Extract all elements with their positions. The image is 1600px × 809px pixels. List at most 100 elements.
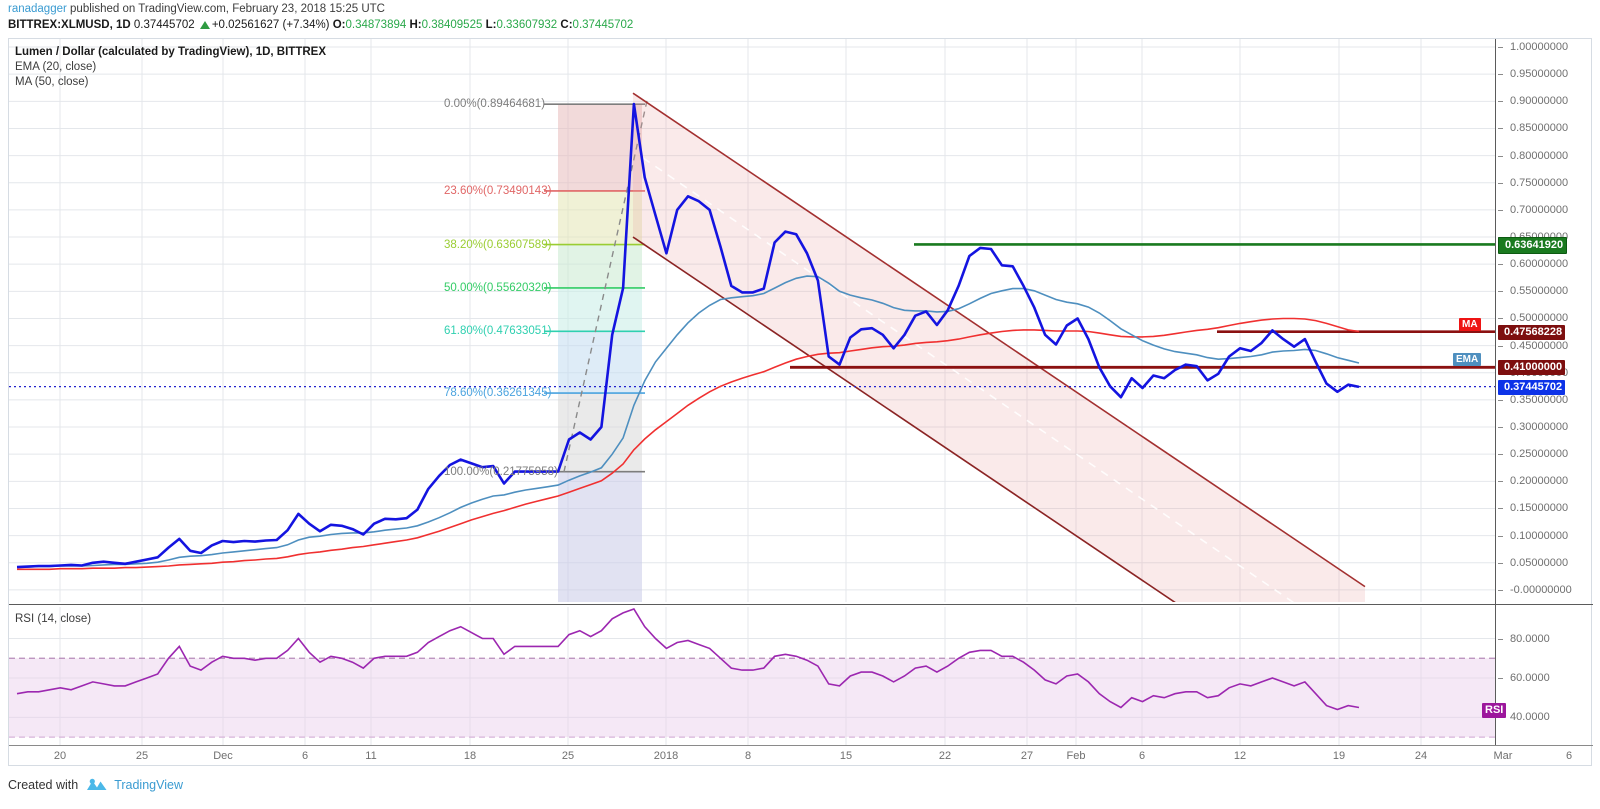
price-axis-label: 0.25000000 xyxy=(1510,448,1569,461)
rsi-plot[interactable] xyxy=(9,607,1495,745)
ma-chip: MA xyxy=(1459,317,1481,331)
rsi-axis-label: 60.0000 xyxy=(1510,671,1550,684)
time-axis-label: 6 xyxy=(1138,750,1146,762)
fib-level-label-23.6: 23.60%(0.73490143) xyxy=(444,184,552,197)
open-value: 0.34873894 xyxy=(345,19,407,31)
price-axis-tick xyxy=(1498,47,1503,49)
time-axis-label: 20 xyxy=(53,750,67,762)
price-axis-label: 0.55000000 xyxy=(1510,285,1569,298)
ma-tag[interactable]: 0.47568228 xyxy=(1498,324,1566,340)
price-axis-tick xyxy=(1498,427,1503,429)
time-axis-label: 19 xyxy=(1332,750,1346,762)
ema-chip: EMA xyxy=(1453,353,1482,367)
price-axis-label: 0.15000000 xyxy=(1510,502,1569,515)
fib-level-label-78.6: 78.60%(0.36261345) xyxy=(444,387,552,400)
symbol-label[interactable]: BITTREX:XLMUSD, 1D xyxy=(8,19,131,31)
price-axis-tick xyxy=(1498,454,1503,456)
price-axis-tick xyxy=(1498,209,1503,211)
price-axis-label: 0.20000000 xyxy=(1510,475,1569,488)
last-price-value: 0.37445702 xyxy=(133,19,195,31)
open-label: O: xyxy=(332,19,346,31)
created-with-label: Created with xyxy=(8,778,79,792)
price-axis-label: 0.05000000 xyxy=(1510,556,1569,569)
time-axis-label: 11 xyxy=(365,750,377,762)
rsi-axis-label: 80.0000 xyxy=(1510,632,1550,645)
time-axis-label: Feb xyxy=(1066,750,1086,762)
price-axis-label: 0.90000000 xyxy=(1510,95,1569,108)
price-axis-label: 0.80000000 xyxy=(1510,149,1569,162)
low-label: L: xyxy=(485,19,497,31)
price-pane-legend: Lumen / Dollar (calculated by TradingVie… xyxy=(15,45,326,90)
time-axis[interactable]: 20 25 Dec 6 11 18 25 2018 8 15 22 27 Feb 6 12 19 24 Mar 6 xyxy=(9,746,1593,766)
time-axis-label: 6 xyxy=(1565,750,1573,762)
price-axis-tick xyxy=(1498,318,1503,320)
change-abs: +0.02561627 xyxy=(211,19,280,31)
price-axis-tick xyxy=(1498,399,1503,401)
time-axis-label: 15 xyxy=(839,750,853,762)
close-label: C: xyxy=(560,19,573,31)
close-value: 0.37445702 xyxy=(572,19,634,31)
time-axis-label: 12 xyxy=(1233,750,1247,762)
rsi-pane[interactable]: RSI (14, close) xyxy=(9,607,1495,745)
price-axis-label: 1.00000000 xyxy=(1510,41,1569,54)
price-axis-tick xyxy=(1498,481,1503,483)
price-axis-tick xyxy=(1498,345,1503,347)
price-axis-tick xyxy=(1498,508,1503,510)
fib-level-label-0: 0.00%(0.89464681) xyxy=(444,98,546,111)
price-axis-label: 0.45000000 xyxy=(1510,339,1569,352)
ema-legend: EMA (20, close) xyxy=(15,61,97,73)
price-plot[interactable] xyxy=(9,39,1495,602)
price-axis-label: 0.75000000 xyxy=(1510,176,1569,189)
rsi-axis-tick xyxy=(1498,677,1503,679)
price-axis-label: -0.00000000 xyxy=(1510,583,1572,596)
time-axis-label: 27 xyxy=(1020,750,1034,762)
price-axis-tick xyxy=(1498,182,1503,184)
price-axis-label: 0.35000000 xyxy=(1510,393,1569,406)
rsi-tag[interactable]: RSI xyxy=(1482,702,1507,718)
price-axis-label: 0.50000000 xyxy=(1510,312,1569,325)
chart-frame[interactable]: Lumen / Dollar (calculated by TradingVie… xyxy=(8,38,1593,766)
price-axis-label: 0.70000000 xyxy=(1510,203,1569,216)
fib-level-label-50: 50.00%(0.55620320) xyxy=(444,281,552,294)
price-axis-tick xyxy=(1498,562,1503,564)
price-axis-tick xyxy=(1498,264,1503,266)
low-value: 0.33607932 xyxy=(496,19,558,31)
last-price-tag[interactable]: 0.37445702 xyxy=(1498,379,1566,395)
time-axis-label: 8 xyxy=(744,750,752,762)
price-pane[interactable]: Lumen / Dollar (calculated by TradingVie… xyxy=(9,39,1495,602)
publish-text: published on TradingView.com, February 2… xyxy=(66,3,385,15)
tradingview-brand[interactable]: TradingView xyxy=(114,778,183,792)
price-axis-label: 0.65000000 xyxy=(1510,232,1568,243)
price-pane-title: Lumen / Dollar (calculated by TradingVie… xyxy=(15,46,326,58)
price-axis-tick xyxy=(1498,589,1503,591)
price-axis-label: 0.85000000 xyxy=(1510,122,1569,135)
price-axis-label: 0.10000000 xyxy=(1510,529,1569,542)
time-axis-label: 24 xyxy=(1414,750,1428,762)
time-axis-label: 6 xyxy=(301,750,309,762)
rsi-axis-label: 40.0000 xyxy=(1510,711,1550,724)
fib-level-label-61.8: 61.80%(0.47633051) xyxy=(444,325,552,338)
price-axis-tick xyxy=(1498,155,1503,157)
price-axis-tick xyxy=(1498,128,1503,130)
rsi-axis-tick xyxy=(1498,717,1503,719)
price-axis-label: 0.60000000 xyxy=(1510,258,1569,271)
rsi-axis[interactable]: 80.0000 60.0000 40.0000 RSI xyxy=(1482,607,1592,745)
time-axis-label: Dec xyxy=(213,750,233,762)
footer: Created with TradingView xyxy=(8,770,183,800)
high-label: H: xyxy=(409,19,422,31)
ma-legend: MA (50, close) xyxy=(15,76,89,88)
time-axis-divider xyxy=(9,745,1593,746)
time-axis-label: Mar xyxy=(1493,750,1513,762)
tradingview-logo-icon xyxy=(87,778,107,792)
time-axis-label: 25 xyxy=(561,750,575,762)
high-value: 0.38409525 xyxy=(421,19,483,31)
author-link[interactable]: ranadagger xyxy=(8,3,67,15)
axis-divider xyxy=(1495,39,1496,745)
resistance-tag[interactable]: 0.63641920 xyxy=(1498,237,1568,255)
arrow-up-icon xyxy=(199,21,210,29)
ema-tag[interactable]: 0.41000000 xyxy=(1498,360,1566,376)
time-axis-label: 2018 xyxy=(653,750,679,762)
price-axis-label: 0.95000000 xyxy=(1510,68,1569,81)
price-axis[interactable]: 1.00000000 0.95000000 0.90000000 0.85000000… xyxy=(1496,39,1592,604)
